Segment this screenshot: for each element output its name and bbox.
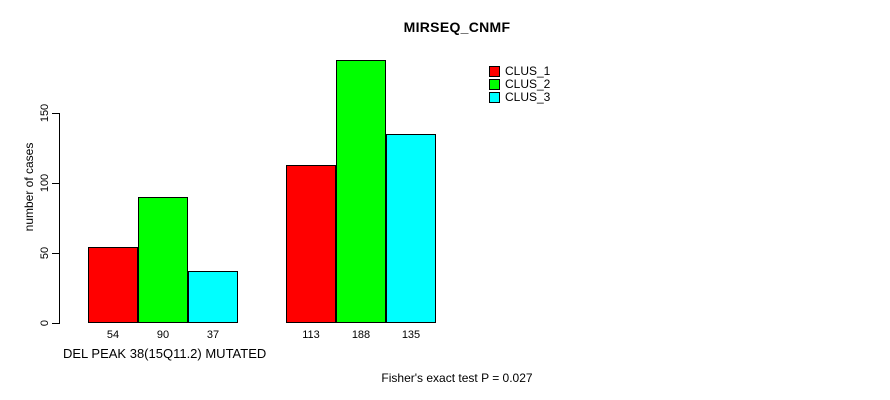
bar-value-label: 90: [156, 329, 170, 341]
bar-clus_2-group2: [336, 59, 386, 323]
legend-label: CLUS_2: [505, 77, 551, 91]
bar-clus_2-group1: [138, 197, 188, 323]
y-axis-tick-label: 0: [39, 319, 51, 327]
legend-label: CLUS_1: [505, 64, 551, 78]
legend-item-clus_2: CLUS_2: [489, 78, 550, 91]
bar-value-label: 37: [206, 329, 220, 341]
legend-swatch-clus_1: [489, 66, 500, 77]
bar-clus_1-group1: [88, 247, 138, 323]
bar-value-label: 113: [302, 329, 320, 341]
bar-value-label: 135: [401, 329, 421, 341]
legend-swatch-clus_2: [489, 79, 500, 90]
y-axis-tick: [52, 183, 59, 184]
legend-label: CLUS_3: [505, 90, 551, 104]
y-axis-tick: [52, 253, 59, 254]
y-axis-tick-label: 100: [39, 173, 51, 193]
legend-item-clus_1: CLUS_1: [489, 65, 550, 78]
bar-value-label: 188: [351, 329, 371, 341]
bar-clus_3-group1: [188, 271, 238, 323]
y-axis-tick-label: 50: [39, 246, 51, 260]
y-axis-label: number of cases: [22, 142, 36, 232]
legend-swatch-clus_3: [489, 92, 500, 103]
x-axis-group-label: DEL PEAK 38(15Q11.2) MUTATED: [63, 346, 267, 361]
fisher-test-annotation: Fisher's exact test P = 0.027: [381, 371, 533, 385]
y-axis-tick: [52, 113, 59, 114]
y-axis-tick-label: 150: [39, 103, 51, 123]
bar-clus_3-group2: [386, 134, 436, 323]
chart-title: MIRSEQ_CNMF: [403, 19, 511, 35]
bar-value-label: 54: [106, 329, 120, 341]
y-axis-line: [59, 113, 60, 324]
legend-item-clus_3: CLUS_3: [489, 91, 550, 104]
bar-clus_1-group2: [286, 164, 336, 323]
legend: CLUS_1 CLUS_2 CLUS_3: [489, 65, 550, 104]
y-axis-tick: [52, 323, 59, 324]
